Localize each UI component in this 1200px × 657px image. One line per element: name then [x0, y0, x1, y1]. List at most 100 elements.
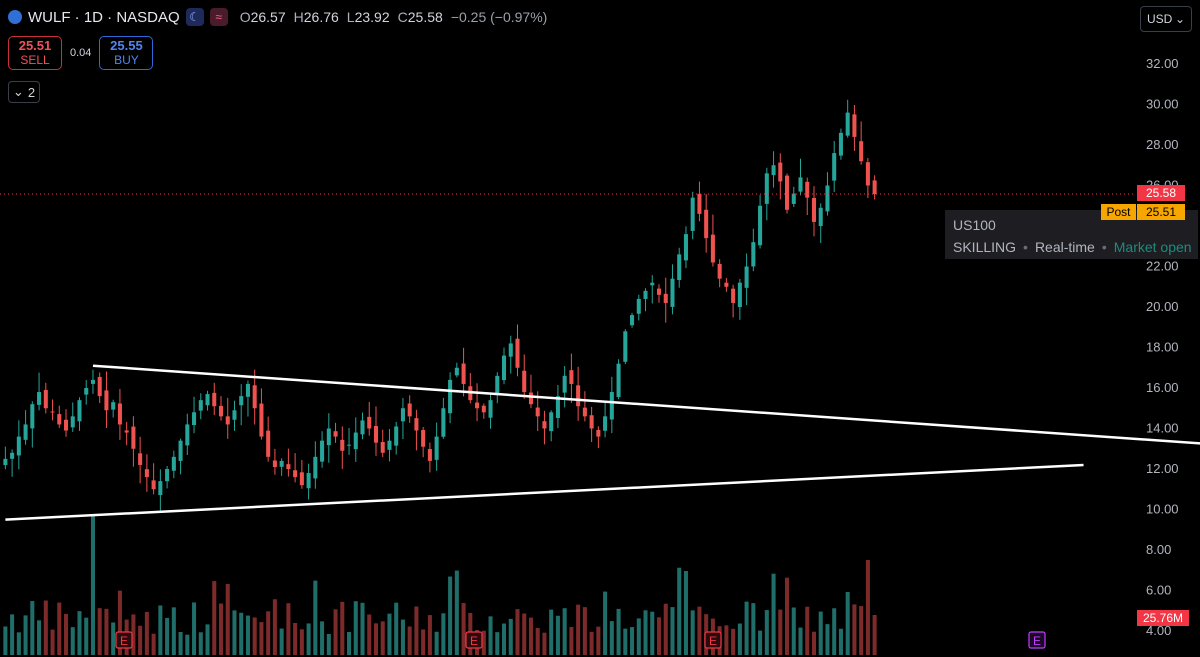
candle-body — [427, 449, 432, 461]
volume-bar — [818, 611, 823, 655]
spread-value: 0.04 — [70, 47, 92, 59]
volume-bar — [272, 599, 277, 655]
volume-bar — [542, 632, 547, 655]
candle-body — [717, 263, 722, 279]
price-axis-label: 32.00 — [1146, 56, 1179, 71]
volume-bar — [508, 618, 513, 655]
volume-bar — [845, 592, 850, 655]
candle-body — [266, 430, 271, 457]
candle-body — [481, 405, 486, 413]
candle-body — [852, 114, 857, 137]
volume-bar — [138, 625, 143, 655]
symbol-info-panel: US100 SKILLING • Real-time • Market open — [945, 210, 1198, 259]
candle-body — [144, 469, 149, 478]
earnings-marker-box — [115, 631, 133, 649]
volume-bar — [198, 632, 203, 655]
candle-body — [818, 207, 823, 227]
candle-body — [758, 205, 763, 246]
price-axis-label: 16.00 — [1146, 380, 1179, 395]
chevron-down-icon: ⌄ — [1174, 12, 1185, 26]
volume-bar — [481, 630, 486, 655]
currency-select[interactable]: USD ⌄ — [1140, 6, 1192, 32]
volume-bar — [421, 629, 426, 655]
candle-body — [515, 338, 520, 368]
volume-bar — [360, 602, 365, 655]
candle-body — [313, 456, 318, 479]
volume-bars — [3, 515, 877, 655]
candle-body — [623, 331, 628, 362]
volume-bar — [656, 617, 662, 655]
ohlc-readout: O26.57 H26.76 L23.92 C25.58 −0.25 (−0.97… — [239, 9, 548, 25]
candle-body — [643, 290, 648, 299]
volume-bar — [37, 620, 42, 655]
candle-body — [683, 234, 688, 261]
trendline[interactable] — [92, 364, 1200, 459]
candle-body — [636, 298, 641, 314]
candle-body — [245, 383, 250, 397]
volume-bar — [778, 609, 783, 655]
earnings-marker-box — [465, 631, 483, 649]
volume-bar — [751, 603, 756, 655]
volume-bar — [582, 607, 587, 655]
volume-bar — [178, 631, 183, 655]
candle-body — [84, 388, 89, 395]
candle-body — [421, 430, 426, 447]
volume-bar — [320, 621, 325, 655]
candle-body — [225, 416, 230, 425]
volume-bar — [144, 611, 149, 655]
buy-button[interactable]: 25.55 BUY — [99, 36, 154, 70]
wulf-logo-icon — [8, 10, 22, 24]
moon-icon[interactable]: ☾ — [185, 8, 204, 26]
volume-bar — [859, 606, 864, 655]
indicators-collapse-button[interactable]: ⌄ 2 — [8, 81, 40, 103]
volume-bar — [192, 602, 197, 655]
candle-body — [151, 480, 156, 490]
earnings-marker[interactable]: E — [115, 631, 133, 649]
sell-button[interactable]: 25.51 SELL — [8, 36, 62, 70]
candle-body — [367, 416, 372, 429]
candle-body — [3, 458, 8, 466]
volume-bar — [212, 581, 217, 655]
trade-panel: 25.51 SELL 0.04 25.55 BUY — [8, 36, 154, 70]
candle-body — [798, 177, 803, 192]
candle-body — [609, 392, 614, 420]
candle-body — [259, 403, 264, 437]
volume-bar — [10, 614, 15, 655]
candle-body — [185, 424, 190, 446]
volume-bar — [367, 614, 372, 655]
candle-body — [441, 408, 446, 437]
volume-bar — [225, 583, 230, 655]
volume-bar — [495, 632, 500, 655]
wave-icon[interactable]: ≈ — [209, 8, 228, 26]
candle-body — [872, 180, 877, 195]
candle-body — [340, 439, 345, 451]
candle-body — [475, 402, 480, 409]
volume-bar — [609, 621, 614, 655]
candle-body — [710, 234, 715, 263]
volume-bar — [549, 609, 554, 655]
trendline[interactable] — [5, 463, 1084, 521]
candle-body — [394, 426, 399, 446]
candle-body — [771, 165, 776, 176]
symbol-title[interactable]: WULF · 1D · NASDAQ — [28, 8, 180, 26]
volume-bar — [555, 615, 560, 655]
candle-body — [832, 153, 837, 181]
earnings-marker[interactable]: E — [704, 631, 722, 649]
volume-bar — [562, 608, 567, 655]
volume-bar — [43, 600, 48, 655]
candle-body — [299, 472, 304, 486]
volume-bar — [461, 603, 466, 655]
candle-body — [50, 411, 55, 413]
candle-body — [501, 355, 507, 381]
earnings-marker[interactable]: E — [465, 631, 483, 649]
volume-bar — [643, 610, 648, 655]
candle-body — [650, 282, 655, 286]
candle-body — [542, 421, 547, 429]
earnings-marker[interactable]: E — [1028, 631, 1046, 649]
candle-body — [656, 288, 662, 295]
symbol-header: WULF · 1D · NASDAQ ☾ ≈ O26.57 H26.76 L23… — [8, 8, 547, 26]
candle-body — [77, 400, 82, 422]
price-axis-label: 20.00 — [1146, 299, 1179, 314]
